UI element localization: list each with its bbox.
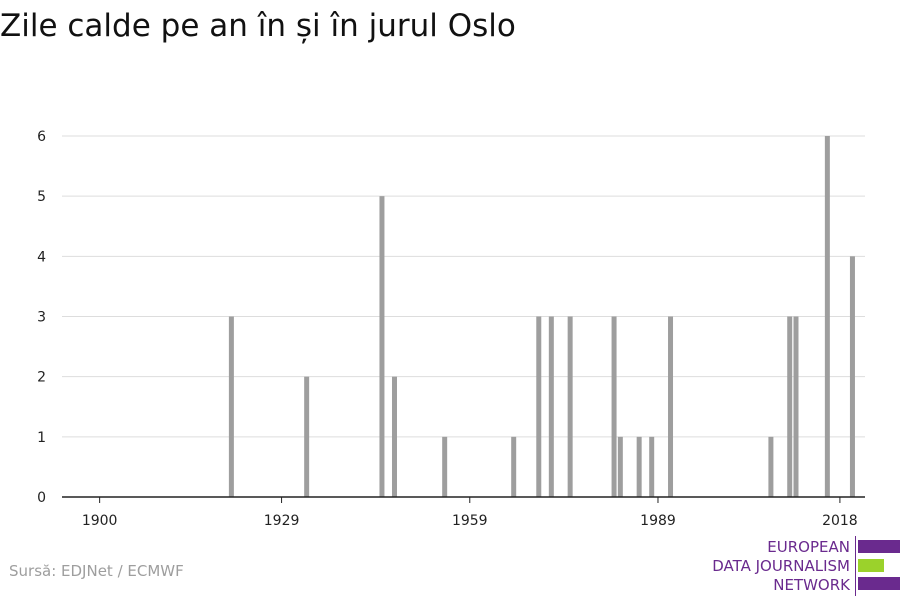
bar bbox=[567, 316, 573, 497]
bar bbox=[787, 316, 793, 497]
y-tick-label: 0 bbox=[37, 490, 46, 506]
bar bbox=[511, 436, 517, 497]
edjnet-logo: EUROPEAN DATA JOURNALISM NETWORK bbox=[700, 536, 900, 596]
bar bbox=[617, 436, 623, 497]
x-tick-label: 2018 bbox=[822, 513, 858, 529]
logo-line-3: NETWORK bbox=[773, 576, 850, 594]
bar bbox=[228, 316, 234, 497]
logo-bar-green bbox=[858, 559, 884, 572]
y-tick-label: 1 bbox=[37, 430, 46, 446]
y-tick-label: 5 bbox=[37, 189, 46, 205]
bar bbox=[548, 316, 554, 497]
y-axis-ticks: 0 1 2 3 4 5 6 bbox=[37, 129, 46, 506]
bar bbox=[304, 376, 310, 497]
logo-line-1: EUROPEAN bbox=[767, 538, 850, 556]
x-tick-label: 1989 bbox=[640, 513, 676, 529]
bar bbox=[668, 316, 674, 497]
y-tick-label: 2 bbox=[37, 370, 46, 386]
bar bbox=[849, 256, 855, 497]
y-tick-label: 4 bbox=[37, 249, 46, 265]
bar bbox=[391, 376, 397, 497]
bars bbox=[228, 136, 855, 498]
bar bbox=[536, 316, 542, 497]
source-note: Sursă: EDJNet / ECMWF bbox=[9, 562, 184, 580]
gridlines bbox=[62, 135, 865, 438]
logo-line-2: DATA JOURNALISM bbox=[712, 557, 850, 575]
y-tick-label: 3 bbox=[37, 310, 46, 326]
logo-bar-purple-bottom bbox=[858, 577, 900, 590]
x-axis-ticks: 1900 1929 1959 1989 2018 bbox=[82, 497, 858, 529]
y-tick-label: 6 bbox=[37, 129, 46, 145]
bar bbox=[636, 436, 642, 497]
bar bbox=[442, 436, 448, 497]
x-tick-label: 1959 bbox=[452, 513, 488, 529]
chart-title: Zile calde pe an în și în jurul Oslo bbox=[0, 8, 516, 44]
bar bbox=[649, 436, 655, 497]
bar bbox=[611, 316, 617, 497]
bar bbox=[379, 196, 385, 498]
logo-divider bbox=[855, 536, 856, 596]
x-tick-label: 1900 bbox=[82, 513, 118, 529]
logo-bar-purple-top bbox=[858, 540, 900, 553]
bar-chart: 0 1 2 3 4 5 6 1900 1929 1959 1989 2018 bbox=[37, 129, 865, 529]
bar bbox=[793, 316, 799, 497]
x-tick-label: 1929 bbox=[264, 513, 300, 529]
bar bbox=[768, 436, 774, 497]
bar bbox=[824, 136, 830, 497]
